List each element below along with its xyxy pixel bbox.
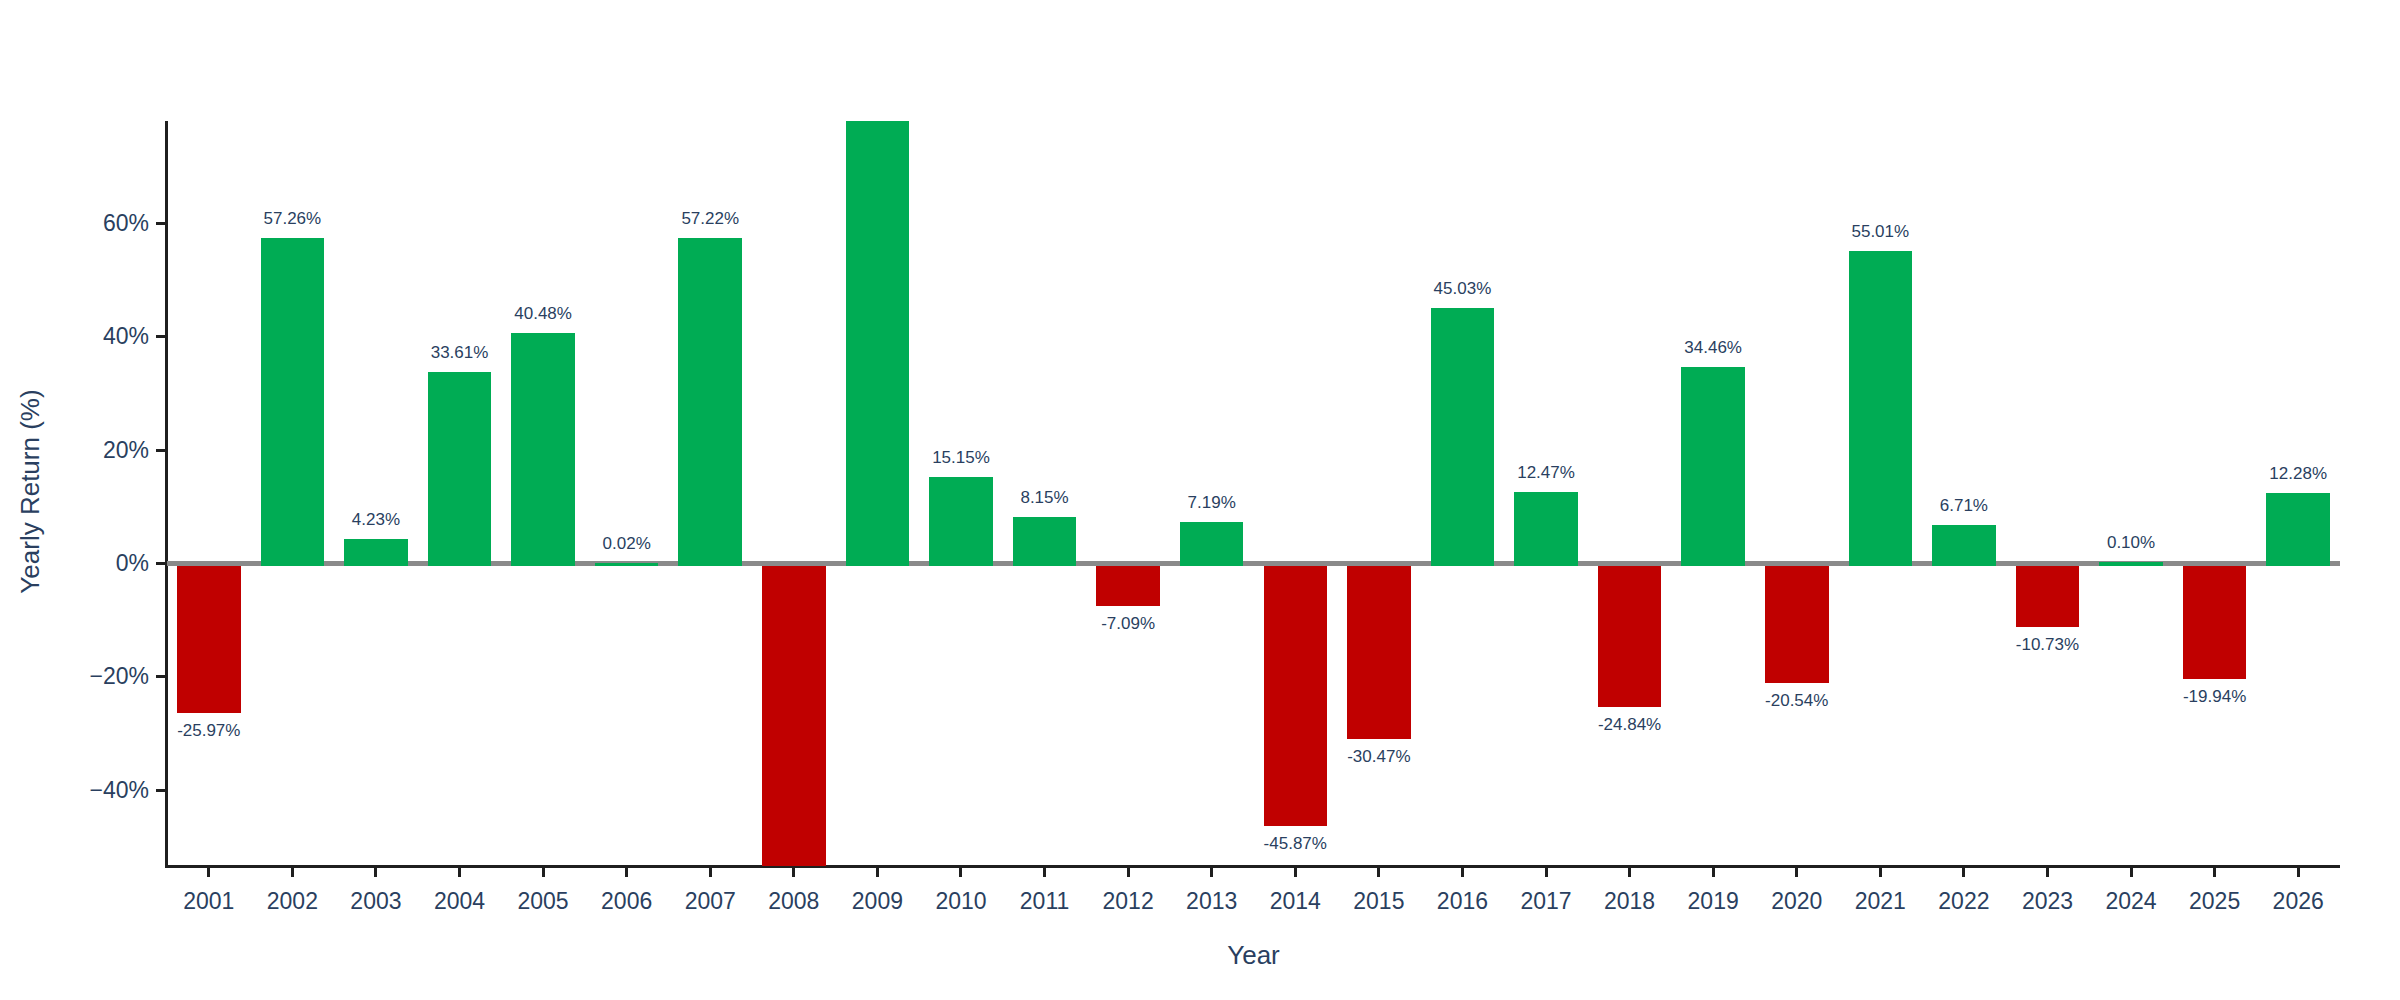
y-axis-line (165, 121, 168, 867)
bar-2016[interactable] (1431, 308, 1495, 567)
yearly-return-bar-chart: Yearly Return (%) Year 60%40%20%0%−20%−4… (0, 0, 2400, 1000)
bar-2023[interactable] (2016, 566, 2080, 627)
bar-2008[interactable] (762, 566, 826, 866)
bar-2022[interactable] (1932, 525, 1996, 566)
bar-2005[interactable] (511, 333, 575, 566)
bar-2009[interactable] (846, 121, 910, 566)
bar-2018[interactable] (1598, 566, 1662, 707)
bar-2013[interactable] (1180, 522, 1244, 566)
bar-2026[interactable] (2266, 493, 2330, 566)
bar-label-2019: 34.46% (1623, 337, 1803, 359)
bar-2004[interactable] (428, 372, 492, 566)
x-axis-line (165, 865, 2340, 868)
y-tick-label-20: 20% (0, 435, 149, 465)
bar-2014[interactable] (1264, 566, 1328, 826)
bar-2001[interactable] (177, 566, 241, 713)
bar-label-2025: -19.94% (2125, 686, 2305, 708)
bar-label-2024: 0.10% (2041, 532, 2221, 554)
bar-label-2003: 4.23% (286, 509, 466, 531)
y-tick-label-60: 60% (0, 208, 149, 238)
bar-label-2015: -30.47% (1289, 746, 1469, 768)
bar-label-2011: 8.15% (955, 487, 1135, 509)
bar-2011[interactable] (1013, 517, 1077, 566)
bar-2017[interactable] (1514, 492, 1578, 566)
bar-label-2018: -24.84% (1540, 714, 1720, 736)
y-tick-label--40: −40% (0, 775, 149, 805)
bar-label-2023: -10.73% (1957, 634, 2137, 656)
bar-2024[interactable] (2099, 562, 2163, 566)
x-axis-title: Year (1054, 940, 1454, 971)
bar-label-2022: 6.71% (1874, 495, 2054, 517)
bar-label-2007: 57.22% (620, 208, 800, 230)
bar-2012[interactable] (1096, 566, 1160, 606)
bar-label-2021: 55.01% (1790, 221, 1970, 243)
bar-2006[interactable] (595, 563, 659, 566)
bar-2019[interactable] (1681, 367, 1745, 566)
bar-label-2006: 0.02% (537, 533, 717, 555)
y-tick-label--20: −20% (0, 661, 149, 691)
bar-label-2010: 15.15% (871, 447, 1051, 469)
bar-2021[interactable] (1849, 251, 1913, 566)
bar-2020[interactable] (1765, 566, 1829, 683)
bar-label-2012: -7.09% (1038, 613, 1218, 635)
plot-area: -25.97% 57.26% 4.23% 33.61% 40.48% 0.02% 57.22… (167, 121, 2340, 866)
bar-label-2013: 7.19% (1122, 492, 1302, 514)
bar-label-2004: 33.61% (370, 342, 550, 364)
bar-label-2016: 45.03% (1372, 278, 1552, 300)
bar-label-2026: 12.28% (2208, 463, 2340, 485)
bar-2015[interactable] (1347, 566, 1411, 739)
x-tick-label-2026: 2026 (2238, 886, 2358, 916)
bar-label-2020: -20.54% (1707, 690, 1887, 712)
bar-label-2005: 40.48% (453, 303, 633, 325)
zero-line (167, 561, 2340, 566)
bar-label-2001: -25.97% (167, 720, 299, 742)
y-tick-label-40: 40% (0, 321, 149, 351)
y-tick-label-0: 0% (0, 548, 149, 578)
bar-label-2002: 57.26% (202, 208, 382, 230)
bar-2025[interactable] (2183, 566, 2247, 679)
bar-2007[interactable] (678, 238, 742, 566)
bar-label-2017: 12.47% (1456, 462, 1636, 484)
bar-2003[interactable] (344, 539, 408, 566)
bar-label-2014: -45.87% (1205, 833, 1385, 855)
